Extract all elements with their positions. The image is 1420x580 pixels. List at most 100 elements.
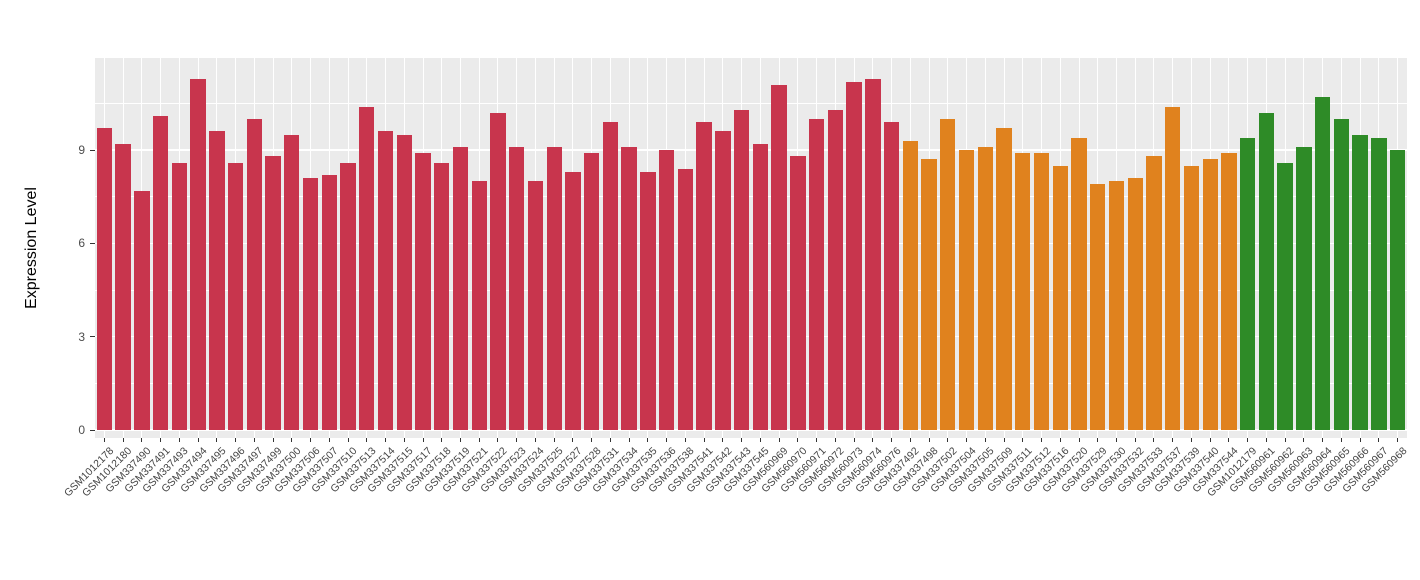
bar	[602, 122, 619, 430]
bar	[621, 147, 637, 430]
x-tick-mark	[1190, 438, 1192, 442]
bar	[658, 150, 675, 430]
y-axis-title: Expression Level	[23, 187, 40, 309]
x-tick-mark	[928, 438, 930, 442]
bar	[902, 140, 918, 430]
x-tick-mark	[1209, 438, 1211, 442]
x-tick-mark	[347, 438, 349, 442]
bar	[509, 147, 525, 430]
bar	[1296, 147, 1312, 430]
bar	[396, 134, 412, 430]
x-tick-mark	[272, 438, 274, 442]
bar	[321, 174, 337, 430]
bar	[1352, 134, 1368, 430]
bar	[865, 78, 881, 430]
bar	[1015, 153, 1031, 430]
x-tick-mark	[422, 438, 424, 442]
x-tick-mark	[366, 438, 368, 442]
gridline-major	[95, 149, 1407, 151]
bar	[715, 131, 731, 430]
bar	[808, 119, 825, 430]
bar	[940, 119, 956, 430]
bar	[1090, 184, 1106, 430]
x-tick-mark	[497, 438, 499, 442]
x-tick-mark	[647, 438, 649, 442]
bar	[377, 131, 394, 430]
bar	[771, 84, 787, 430]
bar	[190, 78, 206, 430]
bar	[1146, 156, 1162, 430]
x-tick-mark	[1303, 438, 1305, 442]
bar	[415, 153, 431, 430]
x-tick-mark	[160, 438, 162, 442]
gridline-major	[95, 242, 1407, 245]
bar	[977, 147, 993, 430]
x-tick-mark	[1041, 438, 1042, 442]
x-tick-mark	[178, 438, 180, 442]
bar	[996, 128, 1012, 430]
bar	[1165, 106, 1181, 430]
x-tick-mark	[1022, 438, 1024, 442]
bar	[883, 122, 900, 430]
bar	[1277, 162, 1293, 430]
x-tick-mark	[1284, 438, 1286, 442]
bar	[1258, 112, 1275, 430]
x-tick-mark	[1228, 438, 1230, 442]
bar	[1314, 97, 1331, 430]
bar	[1052, 165, 1068, 430]
bar	[958, 150, 975, 430]
bar	[359, 106, 375, 430]
x-tick-mark	[572, 438, 574, 442]
y-tick-label: 6	[78, 236, 85, 251]
bar	[1389, 150, 1406, 430]
bar	[1202, 159, 1218, 430]
bar	[227, 162, 244, 430]
y-tick-mark	[90, 429, 95, 431]
bar	[265, 156, 281, 430]
x-tick-mark	[216, 438, 218, 442]
bar	[490, 112, 506, 430]
x-tick-mark	[778, 438, 780, 442]
x-tick-mark	[122, 438, 124, 442]
x-tick-mark	[684, 438, 686, 442]
bar	[1071, 137, 1087, 430]
bar	[1333, 119, 1350, 430]
bar	[1240, 137, 1256, 430]
x-tick-mark	[534, 438, 536, 442]
bar	[752, 143, 769, 430]
x-tick-mark	[1078, 438, 1080, 442]
x-tick-mark	[666, 438, 668, 442]
bar	[790, 156, 806, 430]
bar	[471, 181, 487, 430]
bar	[1033, 153, 1050, 430]
bar	[546, 147, 562, 430]
x-tick-mark	[1097, 438, 1099, 442]
x-tick-mark	[385, 438, 386, 442]
x-tick-mark	[516, 438, 518, 442]
y-tick-label: 0	[78, 423, 85, 437]
gridline-minor	[95, 196, 1407, 198]
gridline-major	[95, 429, 1407, 431]
x-tick-mark	[816, 438, 818, 442]
x-tick-mark	[235, 438, 237, 442]
x-tick-mark	[1134, 438, 1136, 442]
bar	[584, 153, 600, 430]
bar	[846, 81, 862, 430]
x-tick-mark	[1322, 438, 1324, 442]
bar	[434, 162, 450, 430]
bar	[115, 143, 131, 430]
bar	[640, 171, 656, 430]
bar	[452, 147, 469, 430]
x-tick-mark	[1340, 438, 1342, 442]
x-tick-mark	[441, 438, 443, 442]
y-tick-mark	[90, 336, 95, 338]
x-tick-mark	[609, 438, 611, 442]
x-tick-mark	[909, 438, 911, 442]
x-tick-mark	[741, 438, 743, 442]
bar	[1371, 137, 1387, 430]
y-tick-mark	[90, 149, 95, 151]
x-tick-mark	[872, 438, 874, 442]
x-tick-mark	[197, 438, 199, 442]
gridline-major	[95, 335, 1407, 338]
x-tick-mark	[553, 438, 555, 442]
